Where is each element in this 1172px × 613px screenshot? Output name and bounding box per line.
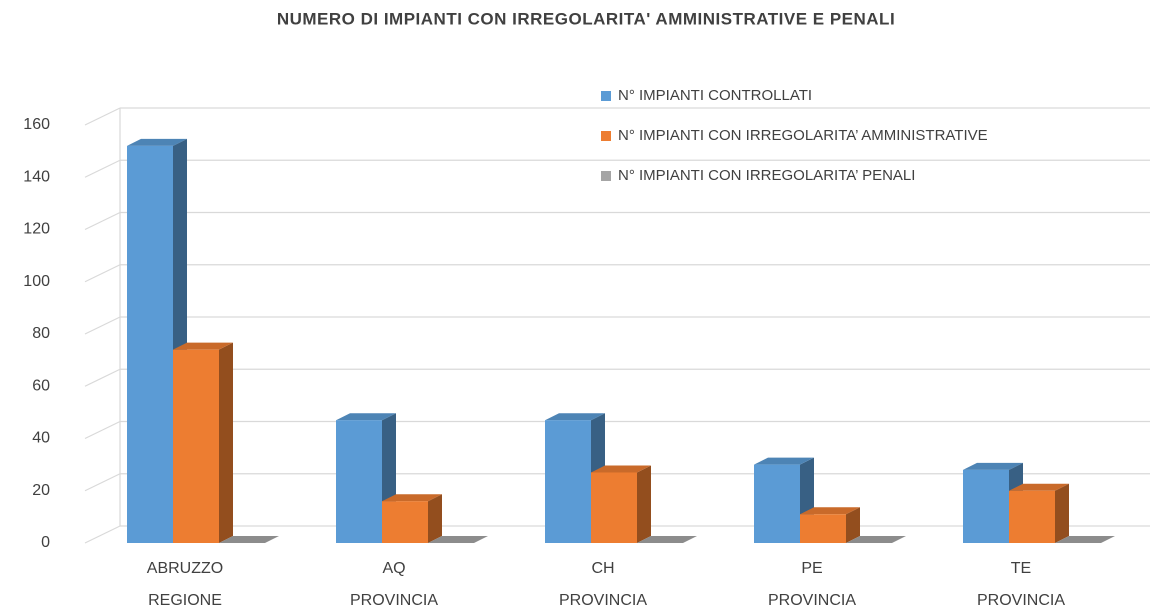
grid-line-side [85, 474, 120, 491]
grid-line-side [85, 422, 120, 439]
y-tick-label: 80 [32, 325, 50, 342]
legend-swatch [601, 171, 611, 181]
x-tick-label: PROVINCIA [977, 592, 1065, 608]
bar-side [428, 494, 442, 543]
legend-label: N° IMPIANTI CON IRREGOLARITA’ AMMINISTRA… [618, 127, 988, 144]
legend-swatch [601, 91, 611, 101]
bar [336, 420, 382, 543]
y-tick-label: 160 [23, 116, 50, 133]
bar [963, 470, 1009, 543]
grid-line-side [85, 108, 120, 125]
legend-label: N° IMPIANTI CON IRREGOLARITA’ PENALI [618, 167, 915, 184]
x-tick-label: PROVINCIA [768, 592, 856, 608]
y-tick-label: 60 [32, 377, 50, 394]
grid-line-side [85, 317, 120, 334]
y-tick-label: 20 [32, 482, 50, 499]
bar [545, 420, 591, 543]
bar [1009, 491, 1055, 543]
x-tick-label: PROVINCIA [350, 592, 438, 608]
bar-side [1055, 484, 1069, 543]
x-tick-label: ABRUZZO [147, 560, 223, 577]
grid-line-side [85, 369, 120, 386]
grid-line-side [85, 265, 120, 282]
legend-label: N° IMPIANTI CONTROLLATI [618, 87, 812, 104]
bar [800, 514, 846, 543]
x-tick-label: AQ [382, 560, 405, 577]
grid-line-side [85, 213, 120, 230]
x-tick-label: PROVINCIA [559, 592, 647, 608]
grid-line-side [85, 526, 120, 543]
x-tick-label: CH [591, 560, 614, 577]
bar [127, 146, 173, 543]
x-tick-label: REGIONE [148, 592, 222, 608]
bar-side [637, 465, 651, 543]
bar [591, 472, 637, 543]
y-tick-label: 140 [23, 168, 50, 185]
x-tick-label: TE [1011, 560, 1031, 577]
y-tick-label: 120 [23, 221, 50, 238]
y-tick-label: 0 [41, 534, 50, 551]
y-tick-label: 100 [23, 273, 50, 290]
y-tick-label: 40 [32, 430, 50, 447]
grid-line-side [85, 160, 120, 177]
bar [754, 465, 800, 543]
bar [173, 350, 219, 543]
bar [382, 501, 428, 543]
bar-side [219, 343, 233, 543]
chart-title: NUMERO DI IMPIANTI CON IRREGOLARITA' AMM… [277, 9, 895, 28]
legend-swatch [601, 131, 611, 141]
x-tick-label: PE [801, 560, 822, 577]
